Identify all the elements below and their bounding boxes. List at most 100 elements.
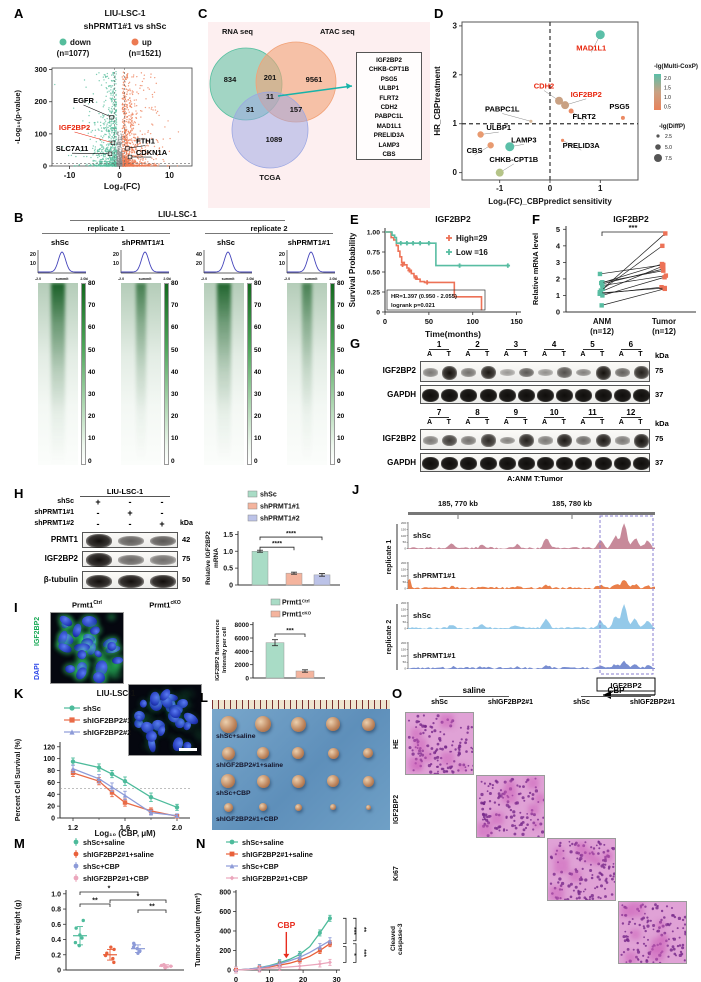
panelD-cox-scatter: -1 0 1 0 1 2 3 MAD1L1 CDH2 IGF2BP2 FLRT2 PSG5 PABPC1… <box>433 21 698 206</box>
atac-profile-plot: 40 20 -2.0 summit 2.0kb <box>196 250 254 281</box>
svg-text:EGFR: EGFR <box>73 96 94 105</box>
svg-text:***: *** <box>360 949 367 957</box>
atac-colorbar-labels: 80 70 60 50 40 30 20 10 0 <box>171 280 179 465</box>
svg-text:0.8: 0.8 <box>51 907 61 914</box>
svg-text:200: 200 <box>401 601 406 605</box>
svg-text:-lg(Multi-CoxP): -lg(Multi-CoxP) <box>654 63 698 70</box>
blot-row-label: GAPDH <box>387 458 416 467</box>
svg-text:0: 0 <box>51 816 55 823</box>
svg-text:IGF2BP2: IGF2BP2 <box>435 214 471 224</box>
svg-text:2.0kb: 2.0kb <box>246 277 254 281</box>
svg-text:shSc+CBP: shSc+CBP <box>242 862 279 871</box>
svg-text:8000: 8000 <box>235 622 250 629</box>
tumor <box>221 746 235 760</box>
lane-label: T <box>523 419 528 426</box>
svg-text:100: 100 <box>401 614 406 618</box>
svg-text:0: 0 <box>404 547 406 551</box>
svg-text:1.00: 1.00 <box>367 230 380 237</box>
svg-text:CHKB-CPT1B: CHKB-CPT1B <box>489 155 538 164</box>
svg-text:4000: 4000 <box>235 649 250 656</box>
svg-text:(n=1077): (n=1077) <box>57 49 90 58</box>
svg-text:0: 0 <box>404 627 406 631</box>
svg-text:1.5: 1.5 <box>664 86 671 92</box>
panel-letter-g: G <box>350 336 361 351</box>
svg-text:1: 1 <box>598 184 603 193</box>
svg-text:20: 20 <box>299 975 307 982</box>
svg-text:CBS: CBS <box>467 146 483 155</box>
svg-text:-2.0: -2.0 <box>118 277 124 281</box>
lane-label: A <box>618 419 624 426</box>
pair-number: 2 <box>467 340 488 350</box>
tumor-row-label: shIGF2BP2#1+saline <box>216 762 284 769</box>
svg-text:*: * <box>137 894 140 901</box>
svg-text:30: 30 <box>332 975 340 982</box>
svg-text:1.0: 1.0 <box>664 95 671 101</box>
svg-text:600: 600 <box>219 909 231 916</box>
svg-text:0: 0 <box>43 162 47 171</box>
kda-header: kDa <box>655 419 669 428</box>
tumor <box>223 802 233 812</box>
gene-list-item: CBS <box>382 151 396 159</box>
svg-text:20: 20 <box>196 261 202 267</box>
condition-sign: - <box>160 508 164 518</box>
blot-row-label: PRMT1 <box>50 535 78 544</box>
tumor <box>362 775 374 787</box>
svg-text:100: 100 <box>401 534 406 538</box>
svg-text:PRELID3A: PRELID3A <box>563 141 601 150</box>
panelC-gene-list: IGF2BP2 CHKB-CPT1B PSG5 ULBP1 FLRT2 CDH2 PABPC… <box>356 52 422 161</box>
lane-label: A <box>542 351 548 358</box>
svg-text:-1: -1 <box>496 184 504 193</box>
svg-text:200: 200 <box>401 641 406 645</box>
lane-label: T <box>561 419 566 426</box>
gene-list-item: PSG5 <box>380 75 398 83</box>
svg-text:400: 400 <box>219 928 231 935</box>
svg-text:2.0kb: 2.0kb <box>329 277 337 281</box>
svg-text:150: 150 <box>510 317 523 326</box>
blot-strip <box>82 571 178 589</box>
if-image-label: Prmt1cKO <box>149 600 181 610</box>
svg-text:300: 300 <box>34 65 47 74</box>
lane-label: T <box>638 351 643 358</box>
svg-text:200: 200 <box>219 948 231 955</box>
svg-text:shSc+CBP: shSc+CBP <box>83 862 120 871</box>
svg-text:shSc: shSc <box>413 611 431 620</box>
tumor <box>256 774 270 788</box>
kda-value: 75 <box>655 434 664 443</box>
svg-text:0.25: 0.25 <box>367 290 380 297</box>
svg-text:1.2: 1.2 <box>68 823 78 832</box>
panelK-dose-response: LIU-LSC-1 shSc shIGF2BP2#1 shIGF2BP2#2 0 20 40… <box>15 689 190 838</box>
tumor <box>221 774 235 788</box>
atac-column-label: shSc <box>217 238 235 247</box>
panelJ-genome-tracks: 185, 770 kb 185, 780 kb replicate 1 200 150 1… <box>386 499 656 699</box>
atac-heatmap <box>204 283 244 465</box>
svg-text:IGF2BP2: IGF2BP2 <box>613 214 649 224</box>
svg-text:20: 20 <box>30 252 36 258</box>
svg-text:down: down <box>70 38 91 47</box>
svg-text:1: 1 <box>556 291 560 300</box>
kda-value: 42 <box>182 535 191 544</box>
tumor <box>330 804 336 810</box>
panelH-western-blot: LIU-LSC-1 shSc + - - shPRMT1#1- + - shPRMT1#2- - +… <box>10 487 202 602</box>
ihc-group-label: CBP <box>581 686 651 697</box>
svg-text:shPRMT1#1: shPRMT1#1 <box>413 651 456 660</box>
svg-text:summit: summit <box>305 277 319 281</box>
svg-text:0: 0 <box>376 310 380 317</box>
condition-label: shPRMT1#2 <box>34 520 74 527</box>
svg-text:185, 770 kb: 185, 770 kb <box>438 499 478 508</box>
svg-text:****: **** <box>286 531 297 538</box>
svg-text:shIGF2BP2#1+saline: shIGF2BP2#1+saline <box>83 850 154 859</box>
svg-text:shIGF2BP2#2: shIGF2BP2#2 <box>83 728 131 737</box>
svg-text:Intensity per cell: Intensity per cell <box>222 627 228 673</box>
condition-sign: + <box>159 519 165 529</box>
atac-heatmap <box>287 283 327 465</box>
ruler <box>212 700 390 709</box>
svg-text:***: *** <box>286 628 294 635</box>
svg-text:150: 150 <box>401 527 406 531</box>
svg-text:up: up <box>142 38 152 47</box>
svg-text:**: ** <box>360 927 367 933</box>
svg-text:20: 20 <box>47 804 55 811</box>
panel-letter-b: B <box>14 210 24 225</box>
svg-text:shIGF2BP2#1: shIGF2BP2#1 <box>83 716 131 725</box>
